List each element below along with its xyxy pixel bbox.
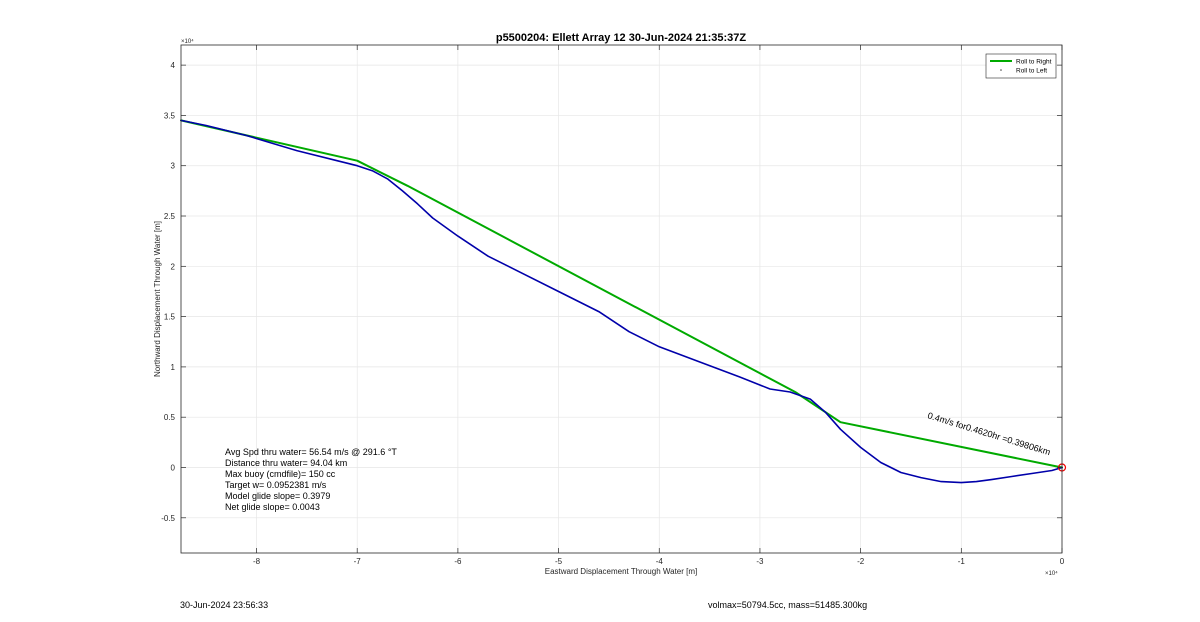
y-axis-label: Northward Displacement Through Water [m] [153, 221, 162, 377]
stat-max-buoy: Max buoy (cmdfile)= 150 cc [225, 469, 336, 479]
x-tick-label: -1 [958, 557, 966, 566]
y-tick-label: 2 [171, 262, 176, 271]
legend-roll-right-label: Roll to Right [1016, 59, 1052, 66]
legend-box [985, 53, 1057, 79]
x-tick-label: -2 [857, 557, 865, 566]
y-tick-label: 0.5 [164, 413, 176, 422]
y-tick-label: -0.5 [161, 514, 175, 523]
plot-frame [180, 44, 1063, 554]
stat-model-glide-slope: Model glide slope= 0.3979 [225, 491, 330, 501]
footer-volmass: volmax=50794.5cc, mass=51485.300kg [708, 600, 867, 610]
legend-roll-left-marker [1000, 69, 1002, 71]
chart-title: p5500204: Ellett Array 12 30-Jun-2024 21… [496, 32, 747, 44]
y-tick-label: 1 [171, 363, 176, 372]
x-tick-label: -3 [756, 557, 764, 566]
y-tick-label: 4 [171, 61, 176, 70]
stat-net-glide-slope: Net glide slope= 0.0043 [225, 502, 320, 512]
x-tick-label: -4 [656, 557, 664, 566]
x-axis-exponent: ×10⁴ [1045, 570, 1058, 577]
y-tick-label: 0 [171, 463, 176, 472]
x-tick-label: 0 [1060, 557, 1065, 566]
y-tick-label: 1.5 [164, 313, 176, 322]
legend-roll-left-label: Roll to Left [1016, 68, 1047, 75]
stat-distance: Distance thru water= 94.04 km [225, 458, 347, 468]
y-tick-label: 3.5 [164, 111, 176, 120]
stat-avg-speed: Avg Spd thru water= 56.54 m/s @ 291.6 °T [225, 447, 397, 457]
x-tick-label: -8 [253, 557, 261, 566]
roll-right-line [180, 119, 1063, 469]
x-tick-label: -5 [555, 557, 563, 566]
grid-lines [181, 45, 1063, 553]
axis-ticks: -8 -7 -6 -5 -4 -3 -2 -1 0 -0.5 0 0.5 1 1.5 2 2.5 3 3.5 4 [161, 45, 1065, 566]
x-tick-label: -7 [354, 557, 362, 566]
y-axis-exponent: ×10⁴ [181, 38, 194, 45]
y-tick-label: 2.5 [164, 212, 176, 221]
x-axis-label: Eastward Displacement Through Water [m] [545, 567, 698, 576]
y-tick-label: 3 [171, 162, 176, 171]
x-tick-label: -6 [454, 557, 462, 566]
glider-track-line [180, 119, 1063, 484]
stat-target-w: Target w= 0.0952381 m/s [225, 480, 327, 490]
stats-block: Avg Spd thru water= 56.54 m/s @ 291.6 °T… [225, 447, 397, 512]
footer-timestamp: 30-Jun-2024 23:56:33 [180, 600, 268, 610]
legend: Roll to Right Roll to Left [985, 53, 1057, 79]
